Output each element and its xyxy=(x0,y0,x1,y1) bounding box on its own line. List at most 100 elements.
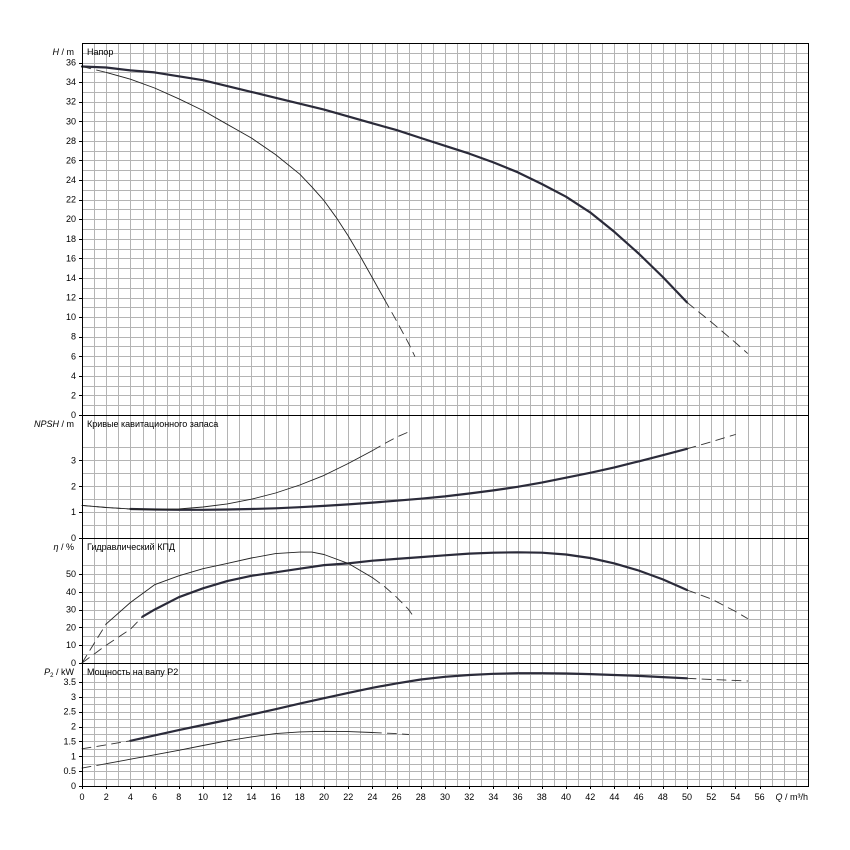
x-tick-label: 40 xyxy=(561,792,571,802)
curve-bold-end-dashed xyxy=(686,677,748,682)
x-tick-label: 6 xyxy=(152,792,157,802)
vertical-grid xyxy=(94,43,797,786)
curve-thin-start-dashed xyxy=(81,66,107,73)
x-tick-label: 30 xyxy=(440,792,450,802)
x-tick-label: 18 xyxy=(295,792,305,802)
x-tick-label: 34 xyxy=(488,792,498,802)
curve-bold-start-dashed xyxy=(81,740,131,750)
y-tick-label: 40 xyxy=(66,587,76,597)
y-tick-label: 1.5 xyxy=(63,736,76,746)
x-tick-label: 36 xyxy=(513,792,523,802)
y-tick-label: 20 xyxy=(66,214,76,224)
x-tick-label: 8 xyxy=(176,792,181,802)
curve-thin-end-dashed xyxy=(384,299,416,357)
y-tick-label: 0.5 xyxy=(63,766,76,776)
x-tick-label: 46 xyxy=(634,792,644,802)
x-tick-label: 38 xyxy=(537,792,547,802)
x-tick-label: 22 xyxy=(343,792,353,802)
y-tick-label: 3 xyxy=(71,692,76,702)
curve-thin-end-dashed xyxy=(371,431,410,452)
y-tick-label: 30 xyxy=(66,116,76,126)
x-tick-label: 44 xyxy=(609,792,619,802)
y-tick-label: 2 xyxy=(71,481,76,491)
curve-thin-end-dashed xyxy=(371,577,416,619)
panel-4: 0 0.5 1 1.5 2 2.5 3 3.5 Мощность на валу P2 P2 / … xyxy=(44,667,808,791)
x-tick-label: 42 xyxy=(585,792,595,802)
y-tick-label: 16 xyxy=(66,253,76,263)
x-axis: 0 2 4 6 8 10 12 14 16 18 20 22 24 26 28 30 32 34 36 38 40 42 4… xyxy=(79,786,808,802)
x-tick-label: 52 xyxy=(706,792,716,802)
y-tick-label: 10 xyxy=(66,640,76,650)
y-tick-label: 0 xyxy=(71,658,76,668)
curve-bold xyxy=(80,65,689,304)
curve-thin xyxy=(81,450,373,510)
curve-thin-start-dashed xyxy=(81,623,107,664)
curve-thin-start-dashed xyxy=(81,763,107,769)
curve-bold-end-dashed xyxy=(686,589,748,619)
curve-bold xyxy=(129,672,689,742)
y-tick-label: 3.5 xyxy=(63,677,76,687)
x-tick-label: 50 xyxy=(682,792,692,802)
y-tick-label: 22 xyxy=(66,195,76,205)
curve-bold-end-dashed xyxy=(686,301,748,354)
y-tick-label: 20 xyxy=(66,622,76,632)
y-tick-label: 3 xyxy=(71,455,76,465)
panel-title: Мощность на валу P2 xyxy=(87,667,178,677)
panel-title: Кривые кавитационного запаса xyxy=(87,419,218,429)
y-tick-label: 28 xyxy=(66,136,76,146)
y-tick-label: 12 xyxy=(66,293,76,303)
x-tick-label: 2 xyxy=(104,792,109,802)
curve-thin-end-dashed xyxy=(371,732,410,735)
y-axis-label: NPSH / m xyxy=(34,419,74,429)
y-tick-label: 26 xyxy=(66,155,76,165)
curve-thin xyxy=(105,71,385,300)
x-tick-label: 12 xyxy=(222,792,232,802)
panel-3: 0 10 20 30 40 50 Гидравлический КПД η / % xyxy=(53,542,808,668)
y-tick-label: 2 xyxy=(71,390,76,400)
x-tick-label: 56 xyxy=(755,792,765,802)
x-tick-label: 28 xyxy=(416,792,426,802)
x-tick-label: 0 xyxy=(79,792,84,802)
y-tick-label: 10 xyxy=(66,312,76,322)
y-tick-label: 1 xyxy=(71,507,76,517)
y-tick-label: 0 xyxy=(71,781,76,791)
x-tick-label: 54 xyxy=(730,792,740,802)
y-tick-label: 8 xyxy=(71,332,76,342)
panel-title: Гидравлический КПД xyxy=(87,542,175,552)
x-tick-label: 14 xyxy=(246,792,256,802)
y-axis-label: H / m xyxy=(53,47,75,57)
panel-title: Напор xyxy=(87,47,113,57)
x-tick-label: 10 xyxy=(198,792,208,802)
x-axis-label: Q / m³/h xyxy=(775,792,808,802)
y-axis-label: P2 / kW xyxy=(44,667,74,679)
curve-bold xyxy=(141,551,689,618)
y-tick-label: 32 xyxy=(66,97,76,107)
x-tick-label: 24 xyxy=(367,792,377,802)
y-tick-label: 14 xyxy=(66,273,76,283)
panel-1: 024681012141618202224262830323436НапорH … xyxy=(53,47,808,420)
curve-thin xyxy=(105,551,373,625)
y-tick-label: 24 xyxy=(66,175,76,185)
y-tick-label: 18 xyxy=(66,234,76,244)
curve-bold-start-dashed xyxy=(81,616,143,664)
curve-bold xyxy=(129,447,689,511)
x-tick-label: 16 xyxy=(271,792,281,802)
y-tick-label: 4 xyxy=(71,371,76,381)
x-tick-label: 48 xyxy=(658,792,668,802)
y-tick-label: 1 xyxy=(71,751,76,761)
y-tick-label: 30 xyxy=(66,605,76,615)
y-tick-label: 34 xyxy=(66,77,76,87)
x-tick-label: 20 xyxy=(319,792,329,802)
y-tick-label: 2 xyxy=(71,722,76,732)
y-tick-label: 6 xyxy=(71,351,76,361)
y-axis-label: η / % xyxy=(53,542,74,552)
panel-2: 0 1 2 3 Кривые кавитационного запаса NPSH / m xyxy=(34,419,808,543)
x-tick-label: 4 xyxy=(128,792,133,802)
y-tick-label: 2.5 xyxy=(63,707,76,717)
x-tick-label: 32 xyxy=(464,792,474,802)
y-tick-label: 50 xyxy=(66,569,76,579)
x-tick-label: 26 xyxy=(392,792,402,802)
curve-thin xyxy=(105,730,373,765)
